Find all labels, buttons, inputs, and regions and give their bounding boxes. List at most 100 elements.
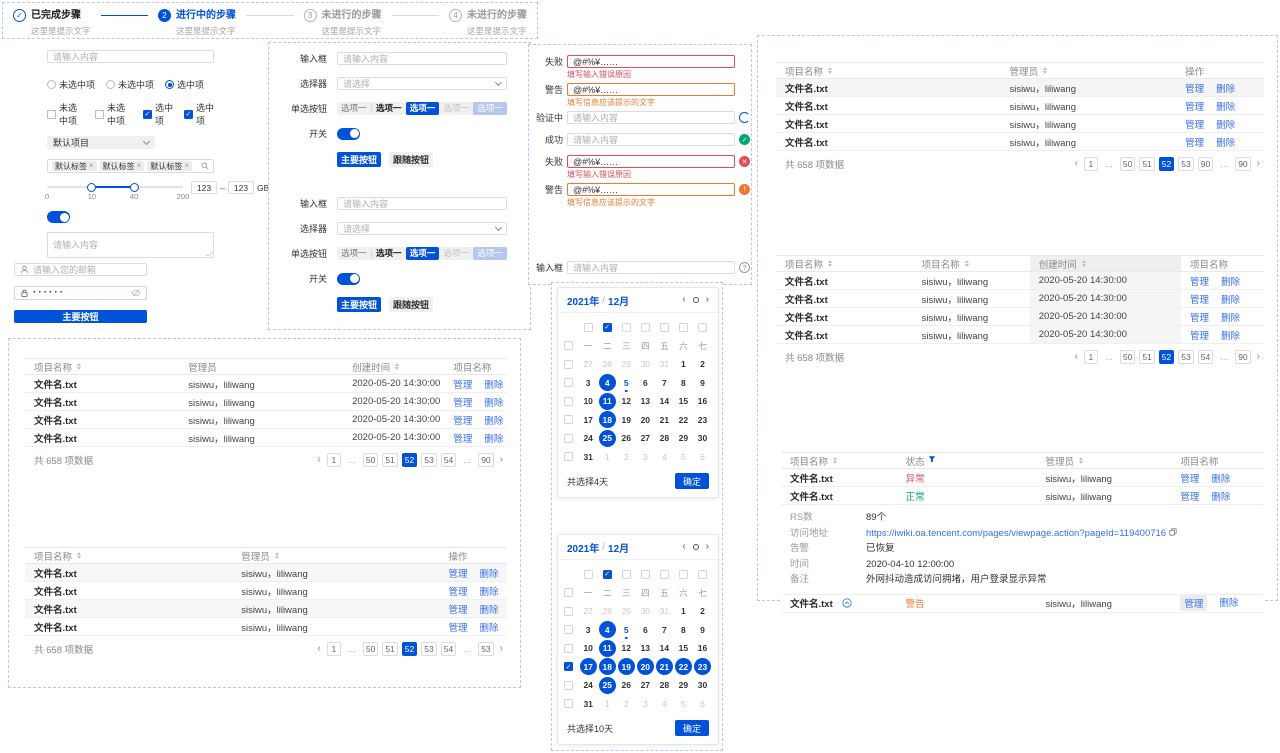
calendar-day[interactable]: 21 — [659, 414, 670, 425]
radio-button-option[interactable]: 选项一 — [473, 102, 507, 115]
manage-link[interactable]: 管理 — [453, 415, 473, 427]
calendar-day[interactable]: 23 — [693, 658, 711, 676]
calendar-day[interactable]: 31 — [659, 606, 670, 617]
switch[interactable] — [337, 272, 360, 285]
page-number[interactable]: 52 — [1158, 349, 1175, 364]
calendar-day[interactable]: 6 — [642, 377, 648, 388]
delete-link[interactable]: 删除 — [1211, 473, 1231, 485]
secondary-button[interactable]: 跟随按钮 — [389, 152, 433, 167]
page-number[interactable]: 54 — [440, 452, 457, 467]
calendar-day[interactable]: 28 — [659, 433, 670, 444]
calendar-day[interactable]: 29 — [678, 433, 689, 444]
today-icon[interactable] — [692, 297, 699, 303]
calendar-day[interactable]: 9 — [700, 624, 705, 635]
confirm-button[interactable]: 确定 — [675, 720, 709, 736]
column-checkbox[interactable] — [583, 569, 593, 579]
manage-link[interactable]: 管理 — [1190, 330, 1210, 342]
column-checkbox[interactable] — [697, 569, 707, 579]
calendar-day[interactable]: 30 — [697, 680, 708, 691]
calendar-day[interactable]: 1 — [604, 698, 610, 709]
page-number[interactable]: 90 — [1235, 349, 1251, 364]
sort-icon[interactable] — [77, 552, 82, 559]
text-input[interactable]: 请输入内容 — [337, 197, 507, 210]
slider-handle-2[interactable] — [129, 182, 139, 192]
column-checkbox[interactable] — [640, 569, 650, 579]
calendar-day[interactable]: 18 — [598, 411, 616, 429]
delete-link[interactable]: 删除 — [1221, 312, 1241, 324]
confirm-button[interactable]: 确定 — [675, 473, 709, 489]
calendar-day[interactable]: 29 — [678, 680, 689, 691]
sort-icon[interactable] — [828, 67, 833, 74]
calendar-day[interactable]: 27 — [583, 606, 593, 617]
page-number[interactable]: 50 — [1119, 156, 1136, 171]
radio-button-option[interactable]: 选项一 — [375, 103, 402, 113]
manage-link[interactable]: 管理 — [1185, 83, 1205, 95]
range-from-input[interactable]: 123 — [191, 181, 217, 194]
switch[interactable] — [47, 211, 70, 223]
manage-link[interactable]: 管理 — [448, 586, 468, 598]
manage-link[interactable]: 管理 — [1180, 595, 1208, 611]
delete-link[interactable]: 删除 — [479, 604, 499, 616]
calendar-day[interactable]: 5 — [618, 621, 635, 638]
calendar-day[interactable]: 2 — [623, 451, 629, 462]
calendar-day[interactable]: 6 — [700, 451, 705, 462]
calendar-day[interactable]: 4 — [598, 621, 616, 639]
delete-link[interactable]: 删除 — [484, 415, 504, 427]
calendar-day[interactable]: 11 — [598, 639, 616, 657]
delete-link[interactable]: 删除 — [1219, 598, 1239, 609]
password-input[interactable]: ······ — [14, 286, 147, 300]
page-number[interactable]: 1 — [1083, 156, 1098, 171]
status-input[interactable]: @#%¥…… — [567, 183, 735, 196]
calendar-day[interactable]: 8 — [681, 624, 686, 635]
manage-link[interactable]: 管理 — [448, 622, 468, 634]
status-input[interactable]: @#%¥…… — [567, 83, 735, 96]
page-number[interactable]: 52 — [1158, 156, 1175, 171]
status-input[interactable]: @#%¥…… — [567, 155, 735, 168]
tag[interactable]: 默认标签 × — [99, 161, 145, 171]
manage-link[interactable]: 管理 — [453, 397, 473, 409]
calendar-day[interactable]: 9 — [700, 377, 705, 388]
column-checkbox[interactable] — [659, 569, 669, 579]
calendar-day[interactable]: 22 — [674, 658, 692, 676]
delete-link[interactable]: 删除 — [484, 397, 504, 409]
manage-link[interactable]: 管理 — [1185, 119, 1205, 131]
sort-icon[interactable] — [833, 457, 838, 464]
tag-input[interactable]: 默认标签 × 默认标签 × 默认标签 × — [47, 159, 214, 173]
page-number[interactable]: 52 — [401, 641, 418, 656]
next-page-icon[interactable]: › — [1256, 158, 1260, 169]
calendar-day[interactable]: 8 — [681, 377, 686, 388]
primary-button[interactable]: 主要按钮 — [337, 297, 381, 312]
delete-link[interactable]: 删除 — [479, 622, 499, 634]
calendar-day[interactable]: 1 — [604, 451, 610, 462]
prev-page-icon[interactable]: ‹ — [317, 454, 321, 465]
calendar-year-month[interactable]: 2021年/12月 — [567, 293, 629, 308]
sort-icon[interactable] — [964, 260, 969, 267]
delete-link[interactable]: 删除 — [1221, 276, 1241, 288]
next-page-icon[interactable]: › — [499, 454, 503, 465]
manage-link[interactable]: 管理 — [448, 604, 468, 616]
page-number[interactable]: 90 — [478, 452, 494, 467]
prev-month-icon[interactable]: ‹ — [682, 541, 686, 552]
column-checkbox[interactable] — [621, 569, 631, 579]
radio-button-option[interactable]: 选项一 — [341, 248, 367, 258]
calendar-day[interactable]: 24 — [583, 433, 593, 444]
next-page-icon[interactable]: › — [1256, 351, 1260, 362]
delete-link[interactable]: 删除 — [1211, 491, 1231, 503]
filter-icon[interactable] — [928, 455, 936, 466]
calendar-day[interactable]: 6 — [642, 624, 648, 635]
calendar-day[interactable]: 3 — [642, 698, 648, 709]
next-month-icon[interactable]: › — [705, 294, 709, 305]
delete-link[interactable]: 删除 — [484, 433, 504, 445]
calendar-day[interactable]: 1 — [681, 359, 686, 370]
close-icon[interactable]: × — [184, 161, 190, 170]
calendar-day[interactable]: 7 — [661, 377, 667, 388]
week-checkbox[interactable] — [564, 396, 573, 406]
manage-link[interactable]: 管理 — [448, 568, 468, 580]
page-number[interactable]: 1 — [326, 641, 341, 656]
radio-button-option[interactable]: 选项一 — [405, 247, 440, 260]
calendar-day[interactable]: 30 — [697, 433, 708, 444]
manage-link[interactable]: 管理 — [1190, 312, 1210, 324]
checkbox-option[interactable]: ✓ 选中项 — [183, 101, 214, 127]
calendar-day[interactable]: 15 — [678, 643, 689, 654]
calendar-day[interactable]: 22 — [678, 414, 689, 425]
